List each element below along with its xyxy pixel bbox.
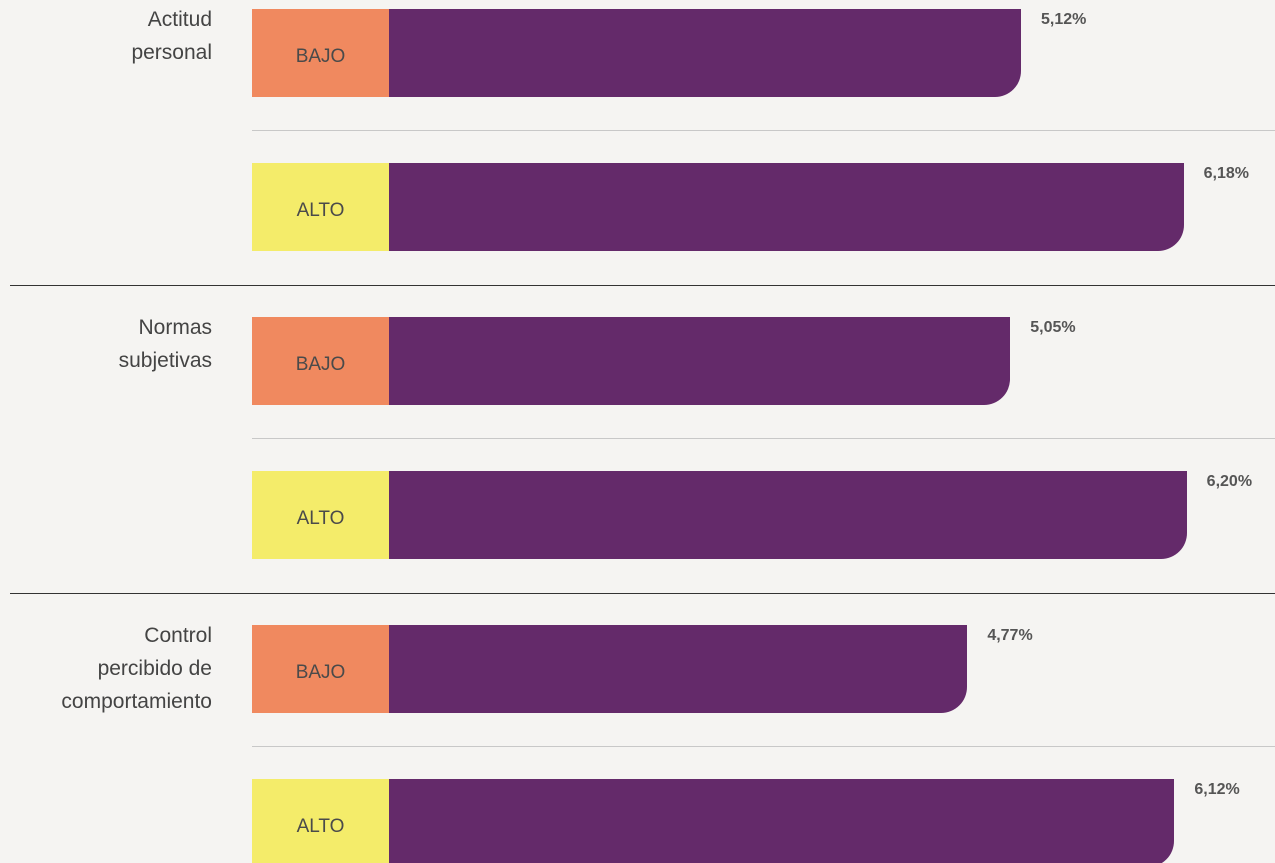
series-tag: ALTO: [252, 471, 389, 559]
bar: [389, 625, 968, 713]
value-label: 6,18%: [1203, 165, 1249, 182]
value-label: 6,12%: [1194, 781, 1240, 798]
bar: [389, 163, 1184, 251]
category-label: Control percibido de comportamiento: [61, 624, 212, 713]
series-tag: BAJO: [252, 625, 389, 713]
row-divider: [252, 130, 1275, 131]
bar: [389, 471, 1187, 559]
value-label: 5,12%: [1041, 11, 1087, 28]
category-label: Normas subjetivas: [118, 316, 212, 372]
row-divider: [252, 746, 1275, 747]
series-tag: BAJO: [252, 9, 389, 97]
series-tag: ALTO: [252, 163, 389, 251]
bar: [389, 779, 1175, 863]
series-tag: BAJO: [252, 317, 389, 405]
value-label: 4,77%: [987, 627, 1033, 644]
value-label: 6,20%: [1206, 473, 1253, 490]
value-label: 5,05%: [1030, 319, 1076, 336]
group-divider: [10, 285, 1275, 286]
bar: [389, 9, 1021, 97]
bar: [389, 317, 1011, 405]
series-tag: ALTO: [252, 779, 389, 863]
category-label: Actitud personal: [131, 8, 212, 64]
group-divider: [10, 593, 1275, 594]
row-divider: [252, 438, 1275, 439]
